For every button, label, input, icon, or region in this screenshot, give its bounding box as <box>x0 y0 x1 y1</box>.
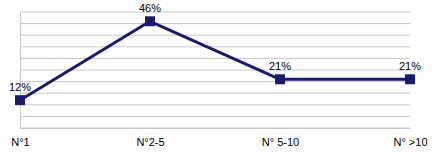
x-axis: N°1 N°2-5 N° 5-10 N° >10 <box>11 128 427 148</box>
x-tick-label: N° 5-10 <box>262 136 299 148</box>
grid-line <box>20 35 410 36</box>
series <box>15 16 415 105</box>
data-label: 21% <box>269 60 291 72</box>
chart: N°1 N°2-5 N° 5-10 N° >10 12% 46% 21% 21% <box>0 0 439 165</box>
grid-line <box>20 46 410 47</box>
grid-line <box>20 128 410 129</box>
x-tick-label: N° >10 <box>393 136 427 148</box>
y-axis-line <box>20 13 21 129</box>
x-tick: N°2-5 <box>136 128 164 148</box>
marker <box>275 74 285 84</box>
data-label: 46% <box>139 2 161 14</box>
grid-line <box>20 58 410 59</box>
plot: N°1 N°2-5 N° 5-10 N° >10 12% 46% 21% 21% <box>9 2 428 148</box>
marker <box>145 16 155 26</box>
grid-line <box>20 104 410 105</box>
data-label: 21% <box>399 60 421 72</box>
grid-line <box>20 81 410 82</box>
x-tick: N° 5-10 <box>262 128 299 148</box>
data-labels: 12% 46% 21% 21% <box>9 2 421 93</box>
x-axis-line <box>21 128 411 129</box>
data-label: 12% <box>9 81 31 93</box>
marker <box>405 74 415 84</box>
x-tick: N°1 <box>11 128 29 148</box>
grid-line <box>20 116 410 117</box>
x-tick-label: N°1 <box>11 136 29 148</box>
grid <box>20 12 410 128</box>
grid-line <box>20 93 410 94</box>
y-axis <box>20 13 22 129</box>
grid-line <box>20 70 410 71</box>
grid-line <box>20 23 410 24</box>
grid-line <box>20 12 410 13</box>
x-tick: N° >10 <box>393 128 427 148</box>
x-tick-label: N°2-5 <box>136 136 164 148</box>
line <box>20 21 410 100</box>
marker <box>15 95 25 105</box>
